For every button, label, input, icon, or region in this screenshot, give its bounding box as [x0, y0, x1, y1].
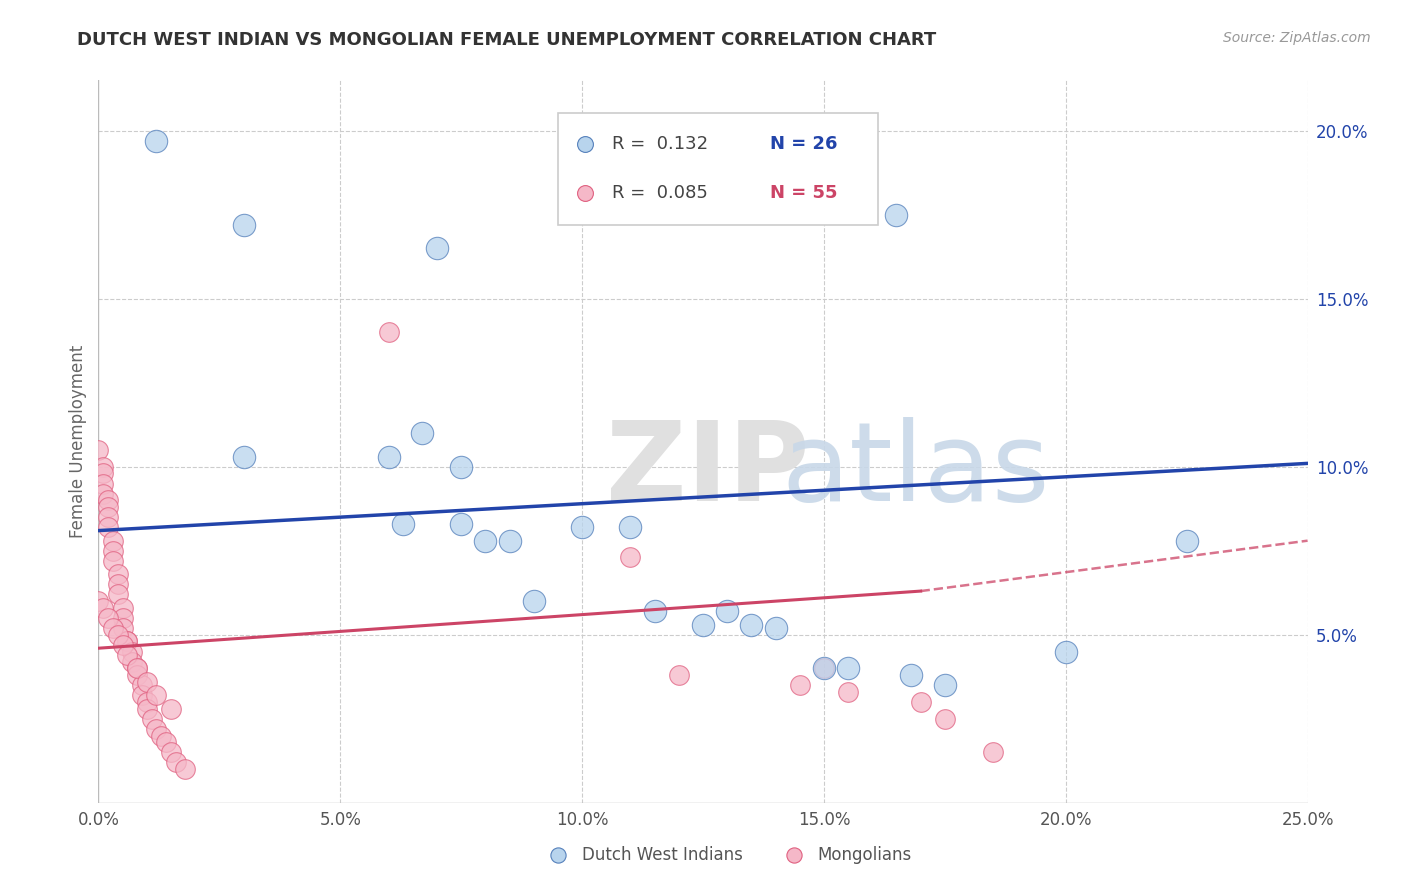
Point [145, 134, 167, 148]
Point [232, 218, 254, 232]
Point [91, 459, 114, 474]
Point [117, 648, 139, 662]
Point [135, 702, 157, 716]
Point [934, 712, 956, 726]
Point [97, 520, 120, 534]
Point [886, 208, 908, 222]
Point [619, 520, 641, 534]
Text: atlas: atlas [782, 417, 1050, 524]
Text: N = 55: N = 55 [769, 185, 837, 202]
Text: R =  0.132: R = 0.132 [613, 136, 709, 153]
Point [121, 644, 143, 658]
Point [692, 617, 714, 632]
Text: N = 26: N = 26 [769, 136, 837, 153]
Point [97, 493, 120, 508]
Point [377, 326, 399, 340]
Point [127, 661, 149, 675]
Point [837, 661, 859, 675]
Point [474, 533, 496, 548]
Point [765, 621, 787, 635]
Point [97, 500, 120, 514]
Point [934, 678, 956, 692]
Point [740, 617, 762, 632]
Point [619, 550, 641, 565]
Point [813, 661, 835, 675]
Point [450, 459, 472, 474]
Point [426, 241, 449, 255]
Point [165, 756, 187, 770]
Point [101, 543, 124, 558]
Point [1175, 533, 1198, 548]
Point [97, 611, 120, 625]
Point [87, 594, 110, 608]
Point [111, 600, 134, 615]
Point [111, 611, 134, 625]
Point [101, 554, 124, 568]
Point [160, 745, 183, 759]
Point [668, 668, 690, 682]
Point [101, 533, 124, 548]
Text: Dutch West Indians: Dutch West Indians [582, 846, 742, 863]
FancyBboxPatch shape [558, 112, 879, 225]
Point [87, 442, 110, 457]
Point [141, 712, 163, 726]
Point [111, 621, 134, 635]
Point [450, 516, 472, 531]
Point [107, 628, 129, 642]
Point [716, 604, 738, 618]
Point [131, 688, 153, 702]
Y-axis label: Female Unemployment: Female Unemployment [69, 345, 87, 538]
Point [789, 678, 811, 692]
Point [135, 695, 157, 709]
Text: ZIP: ZIP [606, 417, 810, 524]
Point [117, 634, 139, 648]
Point [135, 674, 157, 689]
Point [155, 735, 177, 749]
Point [121, 655, 143, 669]
Point [111, 638, 134, 652]
Point [101, 621, 124, 635]
Point [145, 722, 167, 736]
Point [498, 533, 520, 548]
Point [644, 604, 666, 618]
Point [127, 668, 149, 682]
Point [837, 685, 859, 699]
Text: R =  0.085: R = 0.085 [613, 185, 709, 202]
Point [910, 695, 932, 709]
Point [571, 520, 593, 534]
Point [127, 661, 149, 675]
Text: Mongolians: Mongolians [818, 846, 912, 863]
Point [91, 476, 114, 491]
Point [174, 762, 197, 776]
Point [411, 426, 433, 441]
Point [523, 594, 546, 608]
Point [131, 678, 153, 692]
Point [160, 702, 183, 716]
Point [91, 600, 114, 615]
Point [150, 729, 173, 743]
Point [91, 467, 114, 481]
Point [145, 688, 167, 702]
Point [981, 745, 1004, 759]
Point [117, 634, 139, 648]
Point [107, 567, 129, 582]
Point [377, 450, 399, 464]
Point [392, 516, 415, 531]
Point [97, 510, 120, 524]
Point [107, 577, 129, 591]
Point [107, 587, 129, 601]
Text: Source: ZipAtlas.com: Source: ZipAtlas.com [1223, 31, 1371, 45]
Text: DUTCH WEST INDIAN VS MONGOLIAN FEMALE UNEMPLOYMENT CORRELATION CHART: DUTCH WEST INDIAN VS MONGOLIAN FEMALE UN… [77, 31, 936, 49]
Point [1054, 644, 1077, 658]
Point [900, 668, 922, 682]
Point [232, 450, 254, 464]
Point [813, 661, 835, 675]
Point [91, 486, 114, 500]
